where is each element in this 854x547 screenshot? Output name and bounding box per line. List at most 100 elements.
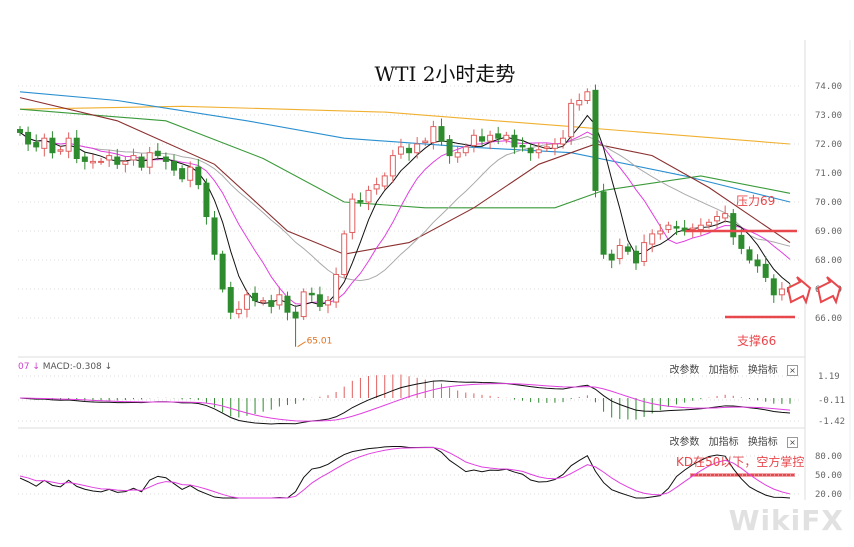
macd-dif-line (19, 380, 791, 425)
macd-tick-label: -0.11 (818, 396, 845, 406)
candle-body (616, 245, 623, 260)
kd-tick-label: 50.00 (815, 471, 842, 481)
price-tick-label: 72.00 (815, 140, 842, 150)
macd-dea-line (19, 383, 791, 422)
arrow-right-icon (816, 276, 842, 305)
candle-body (357, 200, 364, 203)
candle-body (714, 216, 721, 222)
moving-average-line (19, 105, 791, 145)
resistance-label: 压力69 (736, 194, 776, 208)
candle-body (41, 137, 48, 149)
candle-body (406, 147, 413, 154)
candle-body (495, 133, 502, 139)
candle-body (235, 308, 242, 315)
switch-indicator-button[interactable]: 换指标 (747, 437, 778, 448)
candle-body (130, 155, 137, 161)
candle-body (576, 100, 583, 106)
candle-body (154, 150, 161, 157)
candle-body (543, 146, 550, 149)
candle-body (333, 274, 340, 303)
candle-body (73, 137, 80, 159)
candle-body (641, 242, 648, 262)
candle-body (243, 294, 250, 310)
macd-value: MACD:-0.308 (42, 362, 102, 372)
candle-body (487, 134, 494, 142)
candle-body (381, 175, 388, 187)
candle-body (203, 182, 210, 217)
candle-body (649, 233, 656, 245)
candle-body (106, 155, 113, 161)
price-tick-label: 70.00 (815, 198, 842, 208)
candle-body (162, 156, 169, 162)
candle-body (227, 287, 234, 313)
watermark-logo: WikiFX (728, 504, 844, 537)
candle-body (673, 226, 680, 229)
candle-body (341, 233, 348, 275)
candle-body (57, 149, 64, 152)
price-tick-label: 66.00 (815, 314, 842, 324)
candle-body (705, 221, 712, 226)
arrow-down-icon: ↓ (32, 362, 40, 372)
add-indicator-button[interactable]: 加指标 (708, 365, 739, 376)
candle-body (754, 259, 761, 267)
candle-body (560, 137, 567, 145)
candle-body (122, 160, 129, 165)
change-params-button[interactable]: 改参数 (669, 365, 700, 376)
candle-body (730, 213, 737, 238)
candle-body (738, 234, 745, 249)
candle-body (284, 295, 291, 313)
candle-body (430, 126, 437, 144)
candle-body (762, 263, 769, 278)
macd-tick-label: 1.19 (818, 372, 840, 382)
candle-body (81, 156, 88, 162)
close-icon[interactable]: × (787, 365, 798, 376)
kd-d-line (19, 447, 791, 499)
candle-body (697, 224, 704, 231)
kd-toolbar: 改参数 加指标 换指标 × (663, 433, 798, 448)
kd-tick-label: 20.00 (815, 490, 842, 500)
moving-average-line (19, 91, 791, 203)
candle-body (292, 311, 299, 319)
switch-indicator-button[interactable]: 换指标 (747, 365, 778, 376)
arrow-right-icon (786, 276, 812, 305)
candle-body (519, 144, 526, 148)
candle-body (397, 146, 404, 155)
candle-body (389, 155, 396, 177)
candle-body (746, 249, 753, 261)
candle-body (608, 253, 615, 261)
candle-body (300, 291, 307, 318)
candle-body (624, 246, 631, 252)
candle-body (665, 224, 672, 231)
price-tick-label: 69.00 (815, 227, 842, 237)
candle-body (98, 160, 105, 163)
arrow-down-icon: ↓ (104, 362, 113, 372)
candle-body (479, 136, 485, 142)
macd-tick-label: -1.42 (818, 417, 845, 427)
candle-body (681, 227, 688, 232)
support-label: 支撑66 (737, 334, 777, 348)
candle-body (316, 294, 323, 307)
change-params-button[interactable]: 改参数 (669, 437, 700, 448)
candle-body (179, 168, 186, 180)
macd-prefix: 07 (18, 362, 30, 372)
candle-body (527, 147, 534, 154)
chart-title: WTI 2小时走势 (374, 62, 516, 86)
macd-toolbar: 改参数 加指标 换指标 × (663, 361, 798, 376)
candle-body (17, 129, 23, 133)
kd-note-label: KD在50以下，空方掌控 (676, 455, 805, 469)
candle-body (454, 152, 461, 158)
candle-body (438, 126, 445, 142)
candle-body (171, 160, 177, 171)
candle-body (657, 230, 664, 235)
candle-body (146, 152, 153, 168)
candle-body (25, 131, 32, 145)
price-tick-label: 74.00 (815, 82, 842, 92)
candle-body (633, 250, 639, 264)
close-icon[interactable]: × (787, 437, 798, 448)
candle-body (689, 227, 696, 231)
candle-body (600, 191, 607, 255)
add-indicator-button[interactable]: 加指标 (708, 437, 739, 448)
price-tick-label: 73.00 (815, 111, 842, 121)
candle-body (260, 300, 267, 303)
